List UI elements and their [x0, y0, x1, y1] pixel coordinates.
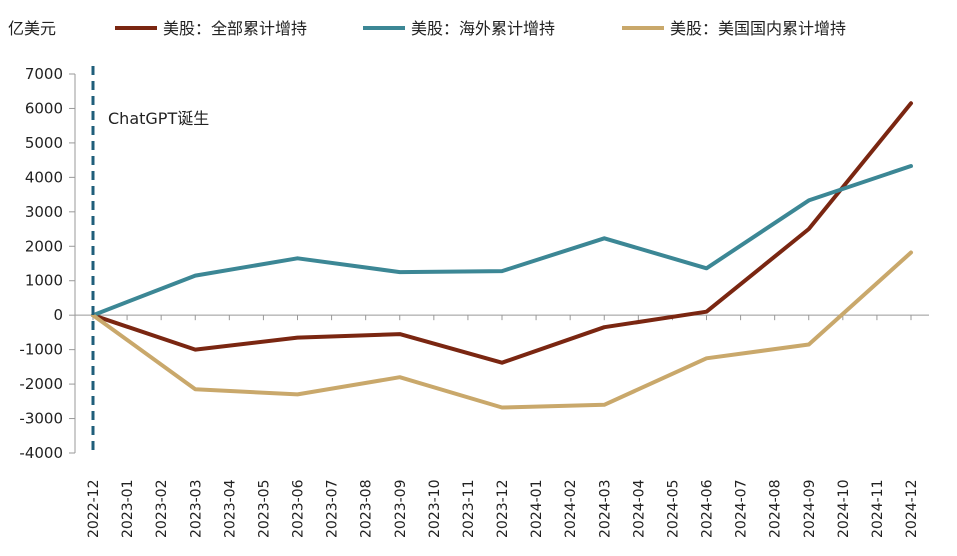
x-tick-label: 2023-06 — [291, 479, 307, 538]
x-tick-label: 2024-03 — [597, 480, 613, 539]
x-tick-label: 2023-03 — [188, 480, 204, 539]
series-line-2 — [91, 164, 913, 318]
x-axis: 2022-12 2023-01 2023-02 2023-03 2023-04 2023-… — [75, 314, 929, 539]
x-tick-label: 2023-12 — [495, 480, 511, 539]
chatgpt-annotation: ChatGPT诞生 — [91, 66, 209, 450]
x-tick-label: 2024-08 — [768, 480, 784, 539]
x-tick-label: 2024-05 — [665, 480, 681, 539]
x-tick-label: 2023-01 — [120, 480, 136, 539]
y-tick-label: 0 — [53, 306, 63, 324]
y-tick-label: 7000 — [25, 65, 63, 83]
series-lines — [91, 101, 913, 410]
x-tick-label: 2024-07 — [734, 480, 750, 539]
legend-label-2: 美股：海外累计增持 — [411, 19, 555, 38]
x-tick-label: 2023-11 — [461, 480, 477, 539]
y-tick-label: 1000 — [25, 272, 63, 290]
x-tick-label: 2024-10 — [836, 480, 852, 539]
y-tick-label: 3000 — [25, 203, 63, 221]
series-line-3 — [91, 250, 913, 410]
chatgpt-annotation-label: ChatGPT诞生 — [108, 109, 209, 128]
y-tick-label: -3000 — [19, 410, 63, 428]
x-tick-label: 2022-12 — [86, 480, 102, 539]
y-tick-label: 6000 — [25, 99, 63, 117]
x-tick-label: 2024-12 — [904, 480, 920, 539]
x-tick-label: 2023-08 — [359, 480, 375, 539]
x-tick-label: 2024-01 — [529, 480, 545, 539]
legend-label-1: 美股：全部累计增持 — [163, 19, 307, 38]
x-tick-label: 2024-04 — [631, 479, 647, 538]
y-tick-label: 4000 — [25, 168, 63, 186]
x-tick-label: 2024-11 — [870, 480, 886, 539]
x-tick-label: 2023-09 — [393, 480, 409, 539]
series-line-1 — [91, 101, 913, 365]
legend-label-3: 美股：美国国内累计增持 — [670, 19, 846, 38]
x-tick-label: 2023-10 — [427, 480, 443, 539]
y-axis: 7000 6000 5000 4000 3000 2000 1000 0 -1000 -2000 -… — [19, 65, 76, 462]
y-unit-label: 亿美元 — [8, 19, 56, 38]
y-tick-label: 5000 — [25, 134, 63, 152]
x-tick-label: 2023-07 — [325, 480, 341, 539]
x-tick-label: 2023-02 — [154, 480, 170, 539]
x-tick-label: 2024-06 — [700, 479, 716, 538]
y-tick-label: -2000 — [19, 375, 63, 393]
x-tick-label: 2024-09 — [802, 480, 818, 539]
x-tick-label: 2023-05 — [256, 480, 272, 539]
x-tick-label: 2023-04 — [222, 479, 238, 538]
y-tick-label: -4000 — [19, 444, 63, 462]
y-tick-label: 2000 — [25, 237, 63, 255]
y-tick-label: -1000 — [19, 341, 63, 359]
legend: 美股：全部累计增持 美股：海外累计增持 美股：美国国内累计增持 — [115, 19, 846, 38]
x-tick-label: 2024-02 — [563, 480, 579, 539]
